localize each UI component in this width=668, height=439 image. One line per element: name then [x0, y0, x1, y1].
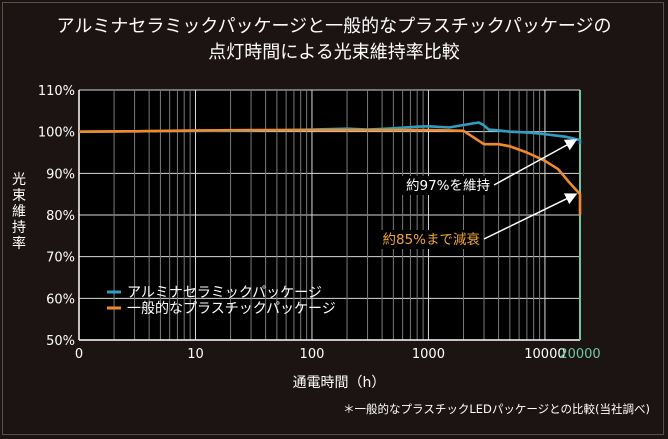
chart-subtitle: 点灯時間による光束維持率比較	[208, 42, 460, 63]
x-tick-label: 10	[187, 347, 204, 362]
annotation-arrow	[493, 139, 578, 186]
chart-title: アルミナセラミックパッケージと一般的なプラスチックパッケージの	[56, 16, 612, 37]
y-tick-label: 60%	[46, 292, 75, 307]
x-tick-label: 1000	[412, 347, 445, 362]
highlight-tick-label: 20000	[559, 347, 600, 362]
y-tick-label: 90%	[46, 167, 75, 182]
footnote: ＊一般的なプラスチックLEDパッケージとの比較(当社調べ)	[343, 402, 650, 416]
annotation-background	[377, 230, 481, 249]
y-tick-label: 70%	[46, 251, 75, 266]
x-axis-label: 通電時間（h）	[292, 375, 386, 391]
annotation-background	[400, 176, 491, 195]
y-tick-label: 100%	[38, 126, 75, 141]
annotation-label: 約85%まで減衰	[382, 231, 480, 248]
x-tick-label: 10000	[524, 347, 565, 362]
legend-label: アルミナセラミックパッケージ	[127, 285, 322, 301]
y-tick-label: 50%	[46, 334, 75, 349]
chart-frame	[2, 2, 664, 435]
annotation-arrow	[483, 193, 578, 240]
annotation-label: 約97%を維持	[406, 178, 490, 194]
x-tick-label: 0	[75, 347, 83, 362]
x-tick-label: 100	[300, 347, 325, 362]
y-axis-label: 光束維持率	[12, 172, 26, 252]
legend-label: 一般的なプラスチックパッケージ	[127, 301, 336, 317]
series-line-2	[78, 128, 582, 215]
y-tick-label: 80%	[46, 209, 75, 224]
y-tick-label: 110%	[38, 84, 75, 99]
